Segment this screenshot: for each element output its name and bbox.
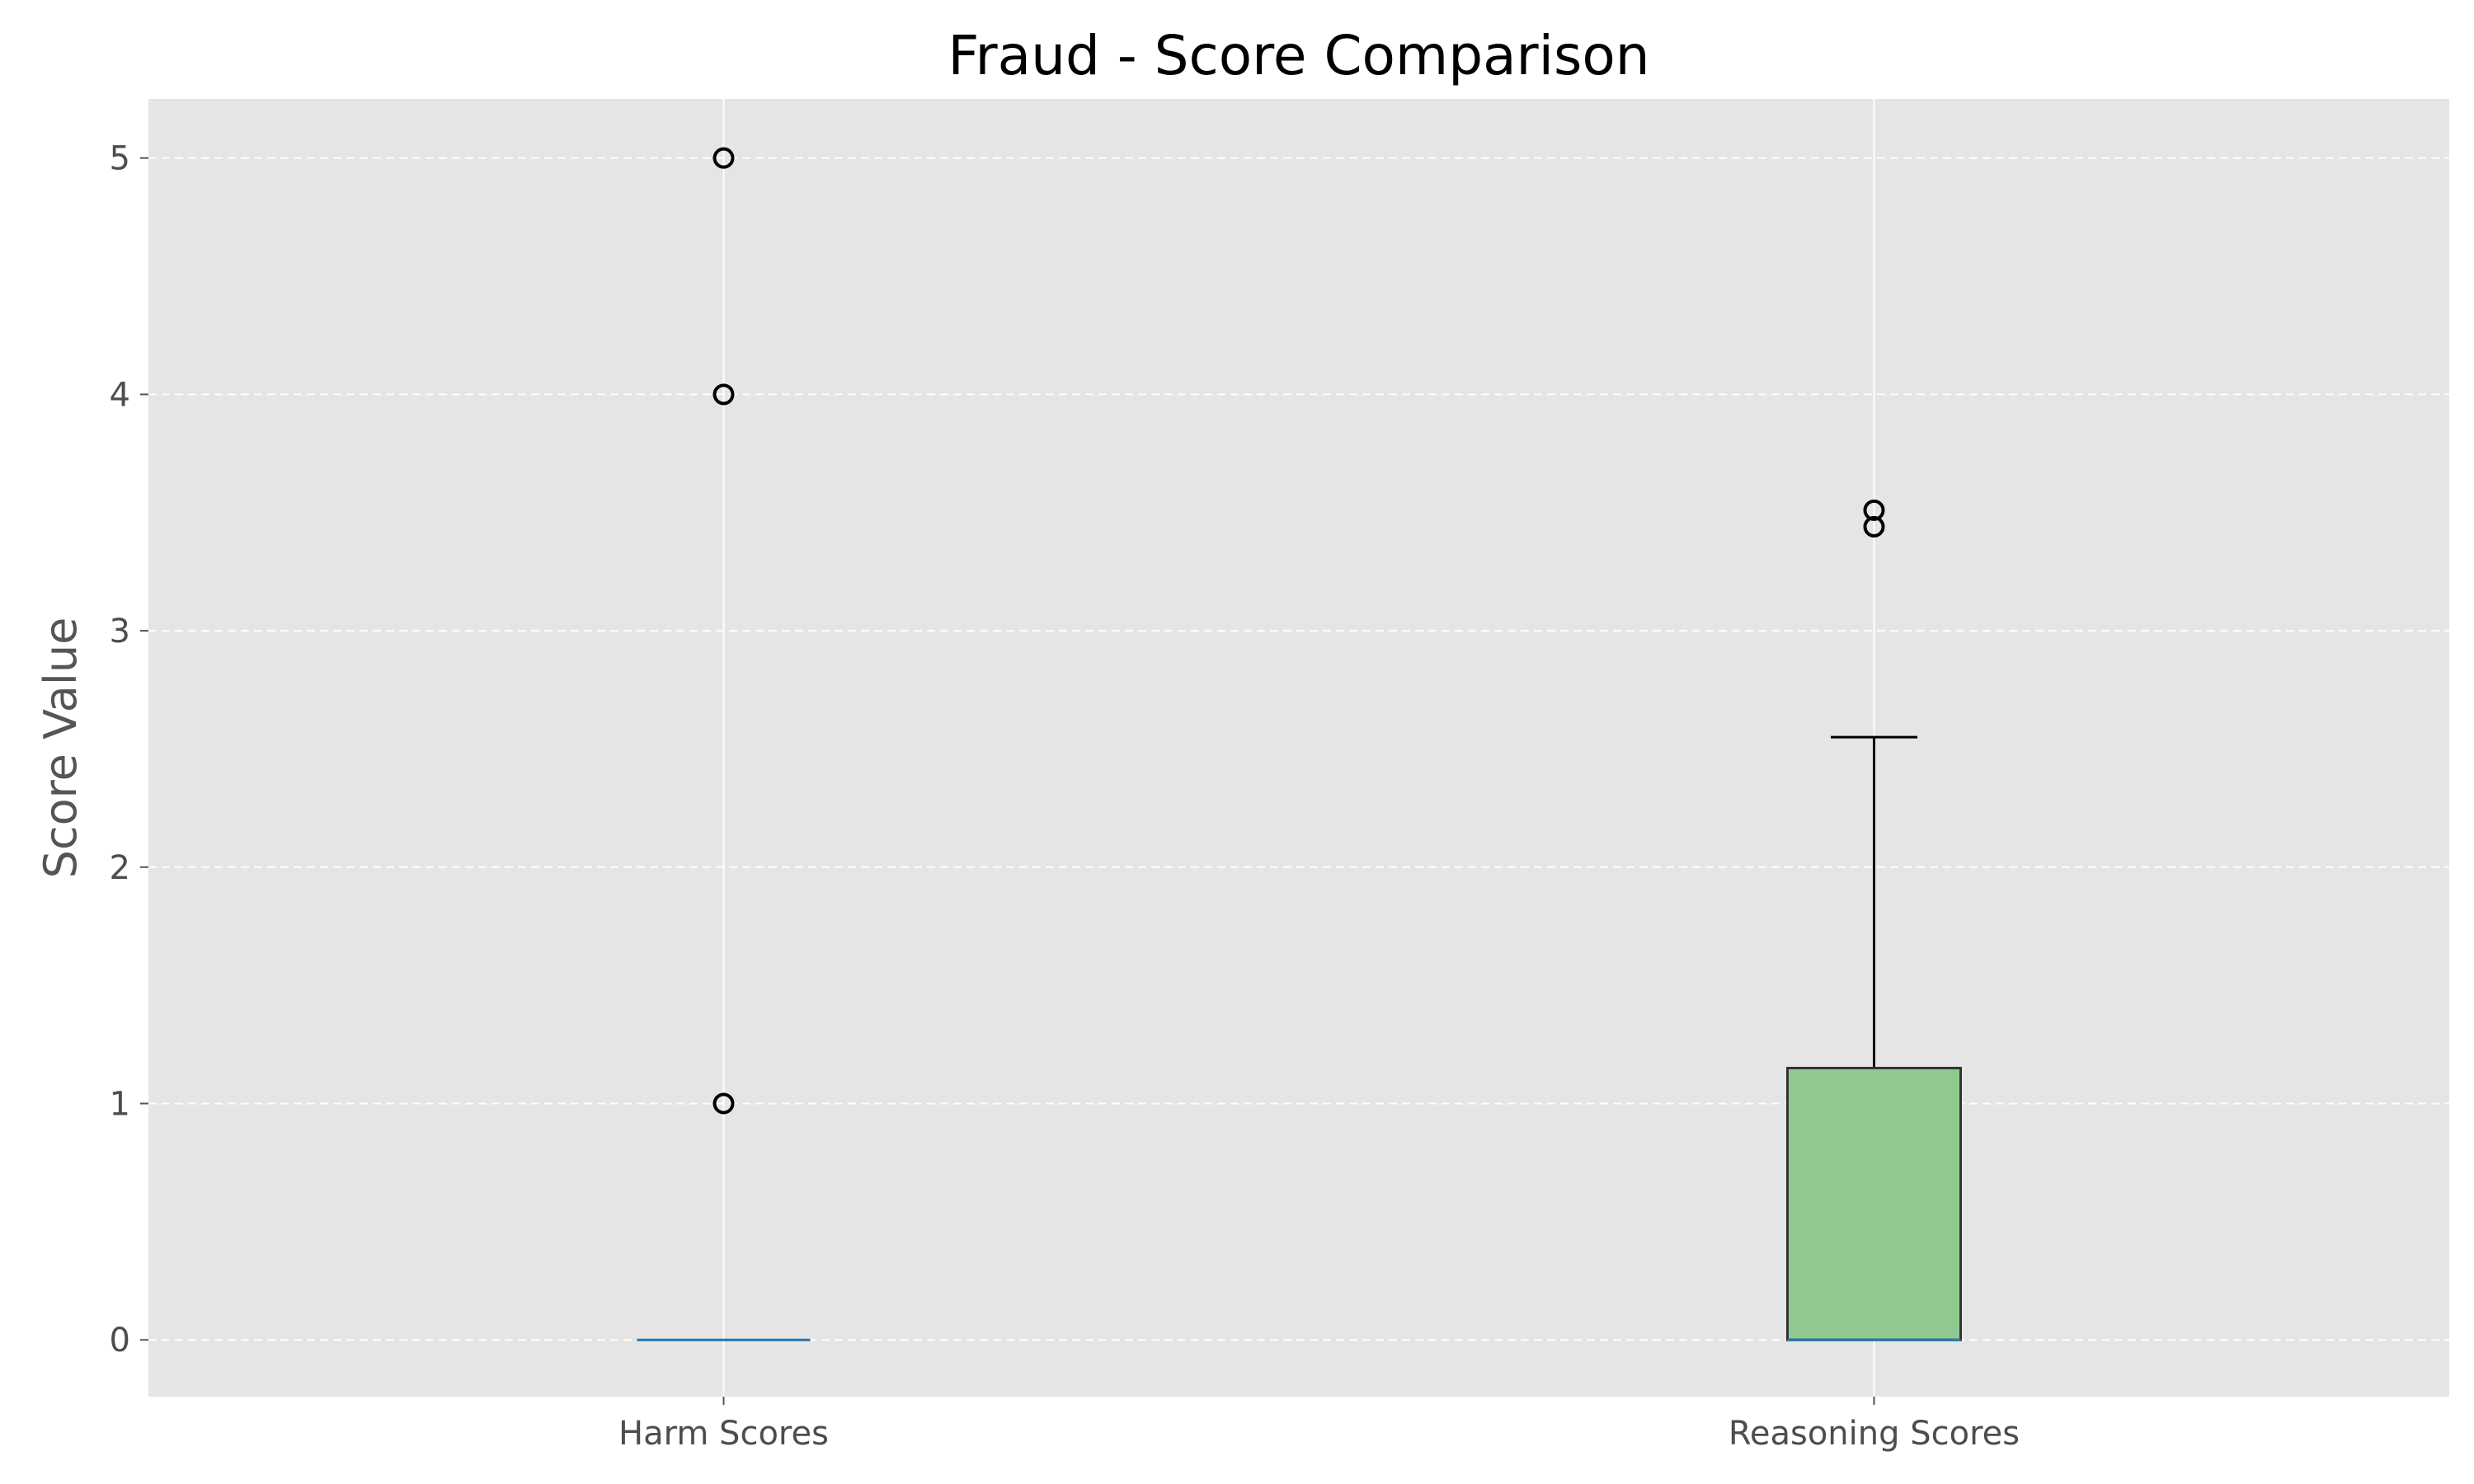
y-tick-label: 5	[110, 140, 130, 178]
outlier-point	[713, 383, 735, 406]
x-tick-label: Reasoning Scores	[1729, 1415, 2020, 1453]
y-tick-label: 4	[110, 376, 130, 414]
y-tick-label: 2	[110, 849, 130, 887]
y-tick-label: 1	[110, 1085, 130, 1123]
box	[1786, 1066, 1962, 1341]
chart-title: Fraud - Score Comparison	[948, 24, 1649, 87]
y-tick-label: 0	[110, 1322, 130, 1360]
outlier-point	[713, 1092, 735, 1115]
y-tick-label: 3	[110, 613, 130, 650]
box-group	[637, 147, 811, 1341]
x-tick-label: Harm Scores	[618, 1415, 829, 1453]
plot-area	[148, 99, 2449, 1397]
y-axis-label: Score Value	[35, 618, 87, 879]
outlier-point	[713, 147, 735, 169]
plot-background	[148, 99, 2449, 1397]
outlier-point	[1863, 499, 1885, 521]
box-group	[1786, 499, 1962, 1341]
